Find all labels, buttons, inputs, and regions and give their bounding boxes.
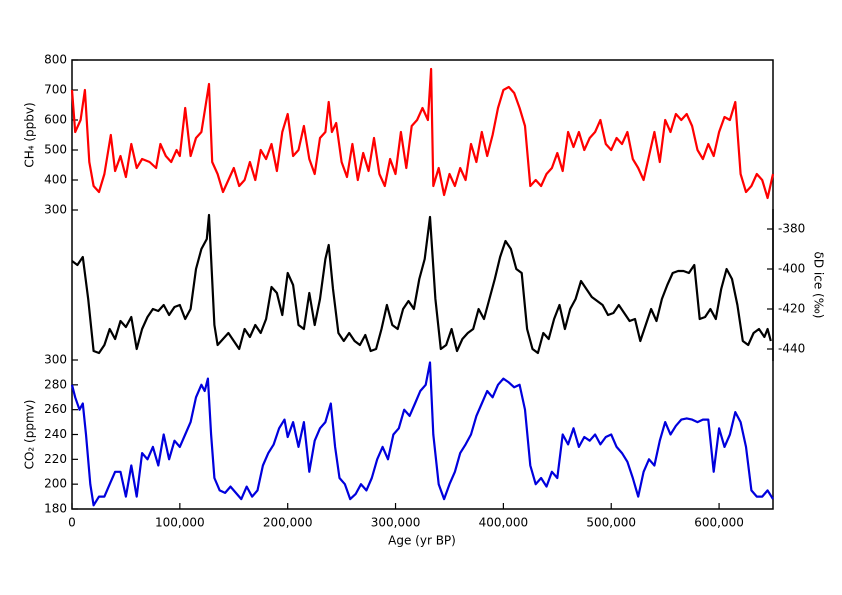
x-axis-label: Age (yr BP) [388, 534, 456, 548]
y-tick-label: 300 [44, 203, 67, 217]
y-tick-label: -420 [778, 302, 805, 316]
x-tick-label: 600,000 [694, 516, 744, 530]
y-tick-label: -380 [778, 222, 805, 236]
data-line [70, 67, 775, 200]
y-tick-label: 400 [44, 173, 67, 187]
data-line [71, 213, 772, 355]
x-tick-label: 500,000 [586, 516, 636, 530]
y-tick-label: 260 [44, 402, 67, 416]
y-tick-label: -400 [778, 262, 805, 276]
x-tick-label: 200,000 [263, 516, 313, 530]
y-tick-label: 200 [44, 477, 67, 491]
x-tick-label: 300,000 [371, 516, 421, 530]
x-tick-label: 0 [68, 516, 76, 530]
y-tick-label: 300 [44, 353, 67, 367]
y-tick-label: -440 [778, 342, 805, 356]
y-axis-label: CO₂ (ppmv) [23, 400, 37, 470]
x-tick-label: 100,000 [155, 516, 205, 530]
y-axis-label: CH₄ (ppbv) [23, 102, 37, 167]
y-tick-label: 800 [44, 53, 67, 67]
y-axis-label: δD ice (‰) [812, 252, 826, 319]
data-line [70, 361, 774, 507]
y-tick-label: 240 [44, 427, 67, 441]
x-tick-label: 400,000 [479, 516, 529, 530]
y-tick-label: 220 [44, 452, 67, 466]
y-tick-label: 700 [44, 83, 67, 97]
y-tick-label: 500 [44, 143, 67, 157]
y-tick-label: 600 [44, 113, 67, 127]
y-tick-label: 180 [44, 502, 67, 516]
y-tick-label: 280 [44, 377, 67, 391]
